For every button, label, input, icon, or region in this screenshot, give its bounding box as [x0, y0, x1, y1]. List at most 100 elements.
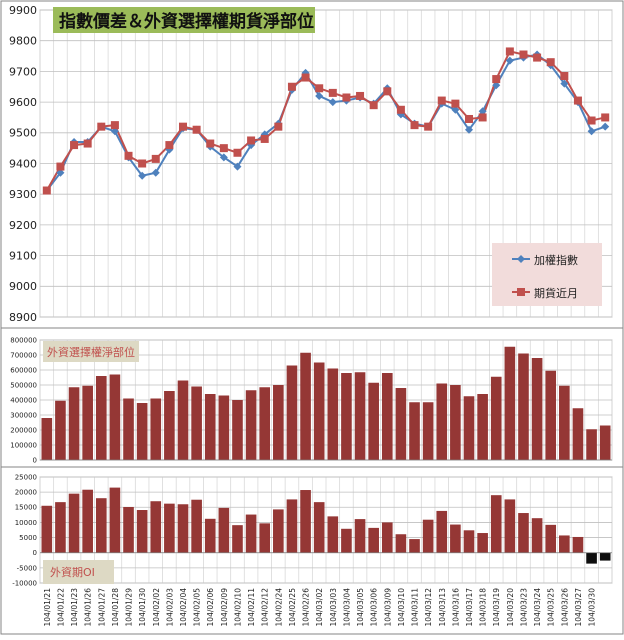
options-bar [300, 352, 311, 460]
point-index [151, 168, 160, 177]
point-futures [138, 159, 147, 168]
oi-bar [409, 539, 420, 553]
oi-panel-marks [40, 487, 612, 564]
options-label-box [43, 341, 139, 362]
oi-bar [204, 518, 216, 553]
oi-bar [586, 552, 597, 564]
x-tick-label: 104/03/23 [519, 588, 528, 627]
x-tick-label: 104/03/19 [492, 588, 501, 627]
point-futures [206, 139, 215, 148]
options-y-tick-label: 600000 [10, 366, 37, 374]
x-tick-label: 104/03/09 [383, 588, 392, 627]
price-y-tick-label: 9100 [9, 249, 37, 262]
oi-bar [518, 513, 529, 553]
x-tick-label: 104/03/12 [424, 588, 433, 627]
point-futures [110, 121, 119, 130]
x-tick-label: 104/01/22 [56, 588, 65, 627]
options-bar [55, 400, 66, 460]
x-tick-label: 104/01/27 [97, 588, 106, 627]
oi-y-tick-label: -10000 [12, 579, 37, 587]
options-bar [586, 429, 597, 460]
point-index [233, 162, 242, 171]
price-y-tick-label: 8900 [9, 311, 37, 324]
point-futures [546, 58, 555, 67]
point-futures [451, 99, 460, 108]
oi-bar [477, 533, 488, 553]
options-bar [354, 372, 366, 460]
options-bar [95, 376, 107, 460]
point-index [138, 171, 147, 180]
options-bar [559, 385, 570, 460]
price-y-tick-label: 9500 [9, 127, 37, 140]
point-futures [396, 105, 405, 114]
oi-bar [531, 518, 543, 553]
oi-bar [381, 522, 393, 553]
x-tick-label: 104/03/13 [438, 588, 447, 627]
point-futures [533, 53, 542, 62]
oi-bar [82, 489, 93, 553]
options-bar [259, 387, 271, 460]
oi-bar [599, 552, 611, 561]
oi-bar [490, 495, 502, 553]
options-bar [68, 387, 80, 460]
point-futures [233, 148, 242, 157]
point-futures [165, 141, 174, 150]
options-bar [109, 374, 121, 460]
x-tick-label: 104/03/06 [370, 588, 379, 627]
point-futures [179, 122, 187, 131]
x-tick-label: 104/02/03 [165, 588, 174, 627]
x-tick-label: 104/03/26 [560, 588, 569, 627]
point-futures [315, 84, 324, 93]
x-tick-label: 104/01/29 [125, 588, 134, 627]
legend-marker-futures [517, 288, 525, 296]
options-bar [232, 400, 243, 460]
point-futures [219, 144, 228, 153]
point-futures [42, 186, 51, 195]
oi-bar [95, 498, 107, 553]
x-tick-label: 104/02/26 [302, 588, 311, 627]
options-bar [368, 382, 379, 460]
x-axis-labels: 104/01/21 104/01/22 104/01/23 104/01/26 104/… [43, 588, 597, 627]
options-bar [381, 373, 393, 460]
point-futures [465, 114, 473, 123]
point-futures [56, 162, 65, 171]
x-tick-label: 104/03/03 [329, 588, 338, 627]
x-tick-label: 104/01/21 [43, 588, 52, 627]
options-chart-title: 外資選擇權淨部位 [47, 345, 135, 359]
x-tick-label: 104/02/12 [261, 588, 270, 627]
x-tick-label: 104/02/09 [220, 588, 229, 627]
options-y-tick-label: 500000 [10, 381, 37, 389]
point-futures [260, 134, 269, 143]
options-bar [572, 408, 584, 460]
point-futures [519, 50, 528, 59]
options-bar [327, 368, 339, 460]
x-tick-label: 104/02/05 [193, 588, 202, 627]
x-tick-label: 104/03/05 [356, 588, 365, 627]
options-y-tick-label: 300000 [10, 411, 37, 419]
point-futures [369, 101, 378, 110]
point-futures [587, 116, 596, 125]
point-index [478, 107, 487, 116]
oi-y-tick-label: 25000 [15, 473, 37, 481]
x-tick-label: 104/01/28 [111, 588, 120, 627]
oi-y-tick-label: 5000 [19, 534, 37, 542]
options-bar [531, 358, 543, 460]
point-futures [287, 82, 296, 91]
options-y-tick-label: 800000 [10, 336, 37, 344]
options-bar [504, 346, 516, 460]
oi-bar [273, 509, 284, 553]
options-bar [204, 394, 216, 460]
options-bar [422, 402, 434, 460]
options-bar [177, 380, 189, 460]
x-tick-label: 104/02/06 [206, 588, 215, 627]
oi-bar [504, 499, 516, 553]
x-tick-label: 104/03/25 [547, 588, 556, 627]
options-bar [245, 390, 257, 460]
options-y-tick-label: 0 [33, 456, 37, 464]
oi-y-tick-label: -5000 [17, 564, 37, 572]
legend-label-index: 加權指數 [534, 253, 578, 267]
point-futures [301, 73, 310, 82]
options-y-tick-label: 200000 [10, 426, 37, 434]
oi-bar [123, 506, 134, 553]
options-bar [164, 391, 175, 460]
